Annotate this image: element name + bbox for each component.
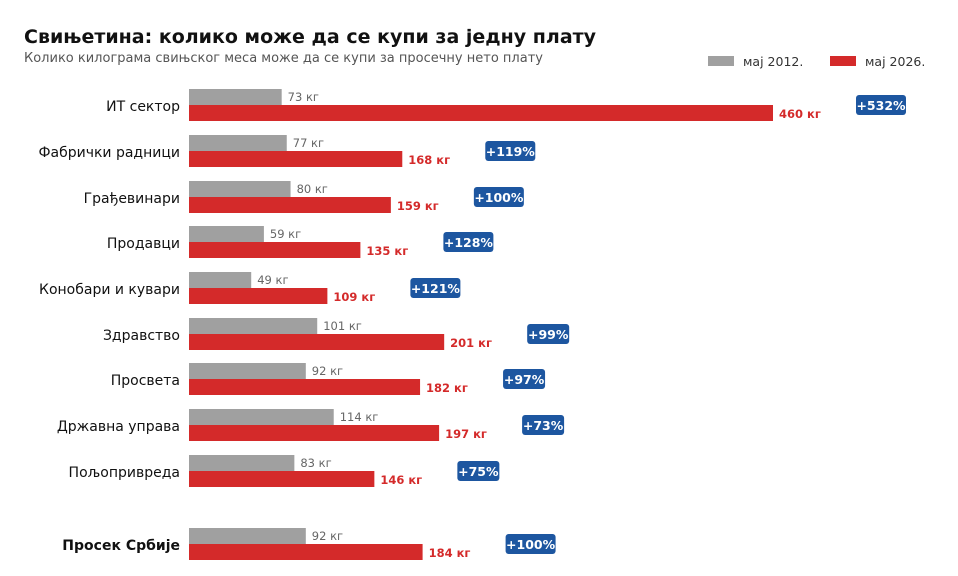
bar-2026 <box>189 242 361 258</box>
value-label-2026: 109 кг <box>333 290 375 304</box>
value-label-2026: 135 кг <box>366 244 408 258</box>
bar-2026 <box>189 544 423 560</box>
category-label: Државна управа <box>57 419 180 435</box>
legend-item-2012: мај 2012. <box>708 53 803 69</box>
category-label: Фабрички радници <box>38 145 180 161</box>
legend-label-2012: мај 2012. <box>743 53 804 69</box>
bar-2012 <box>189 318 318 334</box>
bar-2012 <box>189 226 264 242</box>
change-badge-label: +99% <box>528 327 569 342</box>
value-label-2012: 114 кг <box>340 410 379 424</box>
change-badge-label: +100% <box>506 537 556 552</box>
value-label-2026: 146 кг <box>380 473 422 487</box>
category-label: Просвета <box>111 373 180 389</box>
value-label-2012: 83 кг <box>300 456 331 470</box>
value-label-2012: 80 кг <box>297 182 328 196</box>
change-badge <box>503 369 546 389</box>
bar-2012 <box>189 409 334 425</box>
value-label-2012: 73 кг <box>288 90 319 104</box>
value-label-2026: 184 кг <box>429 546 471 560</box>
value-label-2012: 92 кг <box>312 364 343 378</box>
value-label-2026: 197 кг <box>445 427 487 441</box>
bar-2026 <box>189 288 328 304</box>
category-label: Просек Србије <box>62 538 180 554</box>
change-badge <box>505 534 556 554</box>
value-label-2012: 49 кг <box>257 273 288 287</box>
legend-swatch-2012 <box>708 56 734 66</box>
change-badge <box>522 415 565 435</box>
value-label-2026: 168 кг <box>408 153 450 167</box>
bar-2012 <box>189 455 295 471</box>
legend-item-2026: мај 2026. <box>830 53 925 69</box>
bar-2026 <box>189 379 421 395</box>
value-label-2026: 201 кг <box>450 336 492 350</box>
bar-2026 <box>189 151 403 167</box>
category-label: Грађевинари <box>84 191 180 207</box>
change-badge-label: +73% <box>523 418 564 433</box>
value-label-2026: 182 кг <box>426 381 468 395</box>
legend-swatch-2026 <box>830 56 856 66</box>
value-label-2012: 101 кг <box>323 319 362 333</box>
value-label-2026: 159 кг <box>397 199 439 213</box>
value-label-2026: 460 кг <box>779 107 821 121</box>
change-badge-label: +100% <box>474 190 524 205</box>
change-badge <box>443 232 494 252</box>
change-badge <box>473 187 524 207</box>
change-badge-label: +532% <box>856 98 906 113</box>
bar-2012 <box>189 363 306 379</box>
change-badge <box>410 278 461 298</box>
value-label-2012: 59 кг <box>270 227 301 241</box>
bar-2026 <box>189 334 445 350</box>
change-badge <box>485 141 536 161</box>
change-badge <box>527 324 570 344</box>
bar-2012 <box>189 181 291 197</box>
bar-2012 <box>189 135 287 151</box>
bar-2012 <box>189 272 252 288</box>
value-label-2012: 77 кг <box>293 136 324 150</box>
bar-2026 <box>189 105 773 121</box>
change-badge-label: +119% <box>486 144 536 159</box>
change-badge-label: +121% <box>411 281 461 296</box>
category-label: Конобари и кувари <box>39 282 180 298</box>
change-badge <box>856 95 906 115</box>
bar-2026 <box>189 197 391 213</box>
change-badge-label: +97% <box>504 372 545 387</box>
value-label-2012: 92 кг <box>312 529 343 543</box>
category-label: ИТ сектор <box>106 99 180 115</box>
category-label: Здравство <box>103 328 180 344</box>
bar-2026 <box>189 471 375 487</box>
category-label: Пољопривреда <box>69 465 180 481</box>
bar-2012 <box>189 528 306 544</box>
change-badge-label: +75% <box>458 464 499 479</box>
bar-2026 <box>189 425 440 441</box>
change-badge-label: +128% <box>444 235 494 250</box>
change-badge <box>457 461 500 481</box>
bar-2012 <box>189 89 282 105</box>
legend-label-2026: мај 2026. <box>865 53 926 69</box>
chart-title: Свињетина: колико може да се купи за јед… <box>24 26 597 48</box>
category-label: Продавци <box>107 236 180 252</box>
chart-subtitle: Колико килограма свињског меса може да с… <box>24 51 543 66</box>
